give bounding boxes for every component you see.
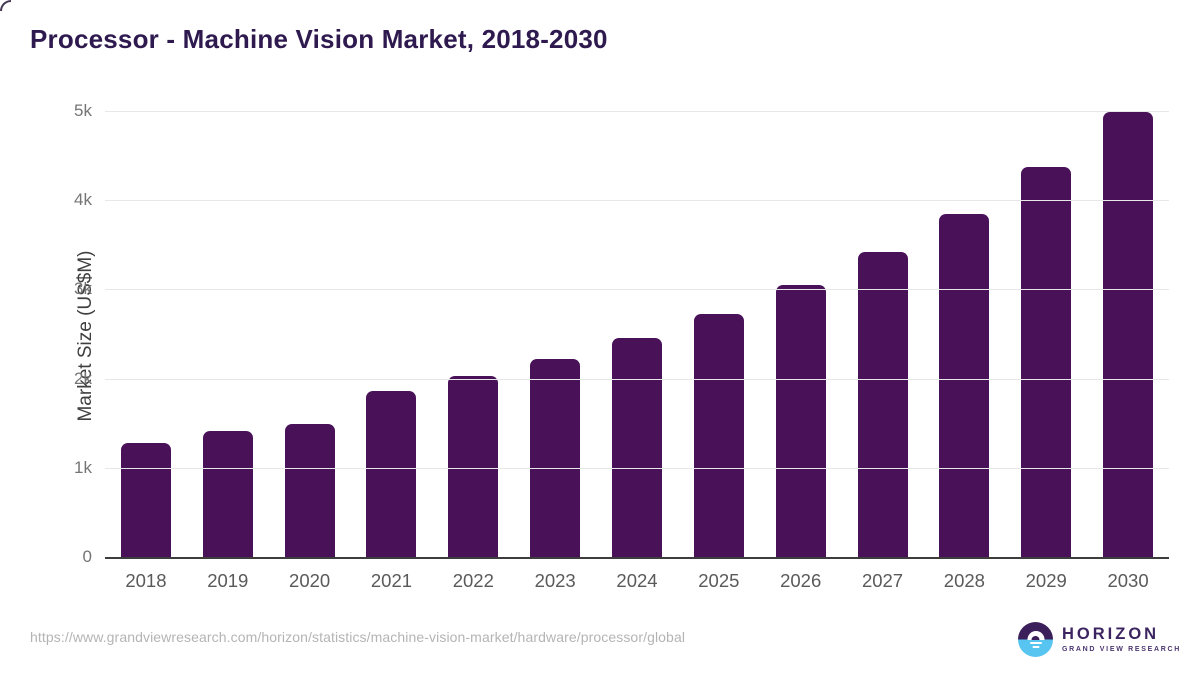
y-tick-label-0: 0 <box>82 547 92 566</box>
x-tick-label-2028: 2028 <box>943 570 985 591</box>
x-tick-label-2027: 2027 <box>861 570 904 591</box>
water-reflection-line <box>1029 642 1042 644</box>
bar-2023 <box>530 359 581 558</box>
gridline-3k <box>105 289 1169 291</box>
bar-slot-2030 <box>1087 112 1169 558</box>
bar-slot-2024 <box>596 112 678 558</box>
x-tick-label-2025: 2025 <box>698 570 740 591</box>
bar-slot-2018 <box>105 112 187 558</box>
y-tick-label-1k: 1k <box>74 457 92 477</box>
y-tick-label-5k: 5k <box>74 101 92 120</box>
rounded-corner-artifact <box>0 0 11 11</box>
bar-slot-2020 <box>269 112 351 558</box>
bar-2020 <box>284 424 335 558</box>
y-tick-label-2k: 2k <box>74 368 92 388</box>
y-axis-tick-labels: 0 1k 2k 3k 4k 5k <box>0 101 92 566</box>
bar-slot-2025 <box>678 112 760 558</box>
bar-slot-2029 <box>1005 112 1087 558</box>
x-tick-label-2024: 2024 <box>616 570 658 591</box>
logo-name: HORIZON <box>1062 625 1160 644</box>
bar-2024 <box>611 337 662 558</box>
x-axis-tick-labels: 2018 2019 2020 2021 2022 2023 2024 2025 2026 2027… <box>105 570 1169 592</box>
gridline-5k <box>105 111 1169 112</box>
x-axis-line <box>105 557 1169 559</box>
gridline-2k <box>105 378 1169 380</box>
horizon-logo: HORIZON GRAND VIEW RESEARCH <box>1018 622 1181 657</box>
x-tick-label-2029: 2029 <box>1025 570 1067 591</box>
bar-2018 <box>120 442 171 558</box>
bar-slot-2019 <box>187 112 269 558</box>
sun-dome-inner-shape <box>1031 635 1040 640</box>
logo-text: HORIZON GRAND VIEW RESEARCH <box>1062 625 1182 653</box>
x-tick-label-2026: 2026 <box>780 570 822 591</box>
logo-subtitle: GRAND VIEW RESEARCH <box>1062 645 1182 653</box>
plot-area <box>105 111 1169 558</box>
bar-slot-2027 <box>842 112 924 558</box>
gridline-1k <box>105 467 1169 469</box>
x-tick-label-2020: 2020 <box>289 570 331 591</box>
horizon-sun-icon <box>1018 622 1053 657</box>
x-tick-label-2019: 2019 <box>207 570 249 591</box>
source-url: https://www.grandviewresearch.com/horizo… <box>30 629 686 645</box>
bar-2022 <box>448 376 499 558</box>
x-tick-label-2022: 2022 <box>452 570 494 591</box>
bar-2029 <box>1021 167 1072 558</box>
bar-slot-2026 <box>760 112 842 558</box>
bar-2026 <box>775 285 826 558</box>
bar-slot-2023 <box>514 112 596 558</box>
y-tick-label-3k: 3k <box>74 279 92 299</box>
sun-dome-shape <box>1027 631 1044 640</box>
bar-slot-2021 <box>351 112 433 558</box>
gridline-4k <box>105 200 1169 202</box>
bar-slot-2022 <box>432 112 514 558</box>
chart-title: Processor - Machine Vision Market, 2018-… <box>30 24 608 54</box>
x-tick-label-2021: 2021 <box>370 570 413 591</box>
x-tick-label-2018: 2018 <box>125 570 167 591</box>
bar-2019 <box>202 431 253 558</box>
bar-2021 <box>366 391 417 558</box>
bar-2030 <box>1103 112 1154 558</box>
water-reflection-line <box>1032 646 1039 648</box>
bar-slot-2028 <box>923 112 1005 558</box>
x-tick-label-2023: 2023 <box>534 570 576 591</box>
bar-2028 <box>939 213 990 558</box>
bar-series <box>105 112 1169 558</box>
x-tick-label-2030: 2030 <box>1107 570 1149 591</box>
bar-2027 <box>857 252 908 558</box>
y-tick-label-4k: 4k <box>74 190 92 210</box>
bar-2025 <box>693 314 744 558</box>
